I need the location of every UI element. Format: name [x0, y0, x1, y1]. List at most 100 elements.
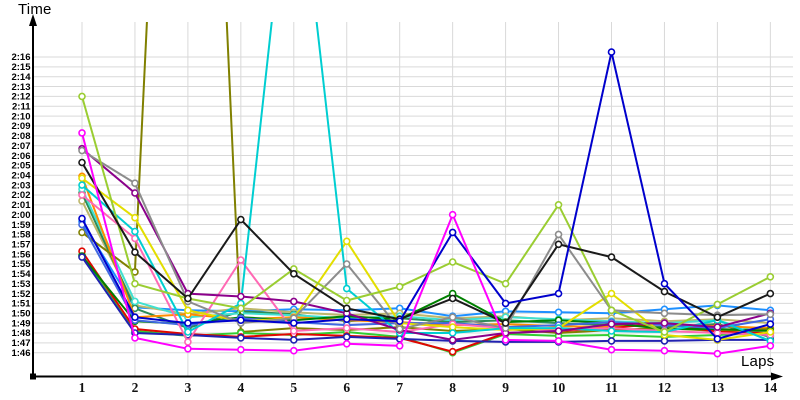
series-line-dark-khaki [81, 200, 771, 325]
series-magenta [78, 129, 775, 358]
x-tick-label: 6 [343, 380, 350, 395]
x-tick-label: 11 [605, 380, 618, 395]
y-tick-label: 2:12 [11, 92, 30, 103]
data-point-yellow-lap11 [607, 289, 616, 298]
data-point-blue-lap1 [78, 214, 86, 223]
data-point-magenta-lap1 [78, 129, 86, 137]
series-line-sea-green [81, 192, 771, 338]
data-point-light-green-lap12 [660, 328, 669, 336]
data-point-black-lap9 [501, 319, 510, 327]
y-tick-label: 1:46 [11, 348, 30, 359]
data-point-blue-lap11 [607, 48, 616, 56]
data-point-cyan-lap3 [184, 328, 192, 336]
y-tick-label: 2:08 [11, 131, 30, 142]
y-tick-label: 1:47 [11, 338, 30, 349]
x-tick-label: 9 [502, 380, 509, 395]
y-tick-label: 2:10 [11, 111, 30, 122]
data-point-yellow-lap3 [184, 306, 192, 315]
x-tick-label: 1 [79, 380, 86, 395]
y-tick-label: 2:02 [11, 190, 30, 201]
data-point-cyan-lap2 [131, 227, 139, 236]
data-point-blue-lap3 [184, 319, 192, 327]
data-point-navy-blue-lap4 [237, 334, 245, 342]
x-tick-label: 5 [290, 380, 297, 395]
data-point-blue-lap9 [501, 299, 510, 308]
y-tick-label: 2:03 [11, 180, 30, 191]
data-point-black-lap3 [184, 294, 192, 303]
data-point-magenta-lap6 [342, 339, 351, 348]
data-point-turquoise-lap2 [131, 297, 139, 306]
data-point-blue-lap5 [289, 319, 298, 327]
data-point-light-green-lap2 [131, 279, 139, 288]
series-line-black [81, 161, 771, 325]
data-point-yellow-lap2 [131, 213, 139, 222]
data-point-cyan-lap6 [342, 284, 351, 293]
data-point-red-lap8 [448, 347, 457, 356]
y-tick-label: 1:59 [11, 220, 30, 231]
data-point-blue-lap6 [342, 315, 351, 324]
series-line-purple [81, 147, 771, 341]
data-point-purple-lap11 [607, 320, 616, 328]
x-tick-label: 14 [764, 380, 778, 395]
data-point-magenta-lap5 [289, 346, 298, 355]
data-point-magenta-lap3 [184, 344, 192, 353]
data-point-purple-lap4 [237, 292, 245, 301]
series-line-light-green [81, 96, 771, 334]
data-point-light-green-lap11 [607, 306, 616, 315]
y-tick-label: 1:52 [11, 289, 30, 300]
data-point-pink-lap6 [342, 324, 351, 332]
data-point-navy-blue-lap1 [78, 253, 86, 261]
data-point-gray-lap6 [342, 260, 351, 268]
data-point-purple-lap12 [660, 319, 669, 327]
data-point-black-lap14 [766, 289, 775, 298]
data-point-magenta-lap12 [660, 346, 669, 355]
y-tick-label: 2:07 [11, 141, 30, 152]
series-line-dodger-blue [81, 221, 771, 318]
data-point-light-green-lap9 [501, 279, 510, 288]
data-point-black-lap8 [448, 294, 457, 303]
data-point-purple-lap5 [289, 297, 298, 306]
y-axis-arrow-icon [29, 14, 37, 26]
data-point-blue-lap8 [448, 228, 457, 237]
series-black [78, 158, 775, 327]
data-point-magenta-lap11 [607, 345, 616, 354]
y-tick-label: 2:04 [11, 170, 31, 181]
axis-origin-marker [30, 373, 36, 380]
y-tick-label: 1:58 [11, 230, 30, 241]
data-point-light-green-lap4 [237, 304, 245, 313]
series-dodger-blue [78, 217, 775, 321]
series-light-green [78, 92, 775, 336]
x-axis-arrow-icon [771, 372, 783, 381]
data-point-gray-lap14 [766, 310, 775, 319]
series-line-navy-blue [81, 256, 771, 343]
x-tick-label: 4 [237, 380, 244, 395]
data-point-gray-lap10 [554, 230, 563, 239]
data-point-gray-lap12 [660, 309, 669, 318]
y-tick-label: 2:13 [11, 82, 30, 93]
x-tick-label: 13 [711, 380, 725, 395]
data-point-black-lap10 [554, 240, 563, 249]
data-point-blue-lap7 [395, 317, 404, 326]
data-point-magenta-lap2 [131, 334, 139, 342]
y-tick-label: 2:16 [11, 52, 30, 63]
data-point-light-green-lap14 [766, 272, 775, 281]
data-point-black-lap12 [660, 287, 669, 296]
y-axis-title: Time [18, 1, 52, 18]
data-point-purple-lap8 [448, 336, 457, 344]
data-point-yellow-lap14 [766, 328, 775, 336]
data-point-cyan-lap8 [448, 329, 457, 337]
data-point-pink-lap5 [289, 327, 298, 335]
x-tick-label: 10 [552, 380, 566, 395]
x-tick-label: 3 [185, 380, 192, 395]
data-point-gray-lap2 [131, 179, 139, 187]
data-point-magenta-lap9 [501, 336, 510, 344]
data-point-gray-lap8 [448, 313, 457, 322]
y-tick-label: 1:48 [11, 328, 30, 339]
data-point-navy-blue-lap11 [607, 337, 616, 345]
x-tick-label: 7 [396, 380, 403, 395]
y-tick-label: 1:55 [11, 259, 31, 270]
data-point-black-lap11 [607, 253, 616, 261]
data-point-blue-lap10 [554, 289, 563, 298]
